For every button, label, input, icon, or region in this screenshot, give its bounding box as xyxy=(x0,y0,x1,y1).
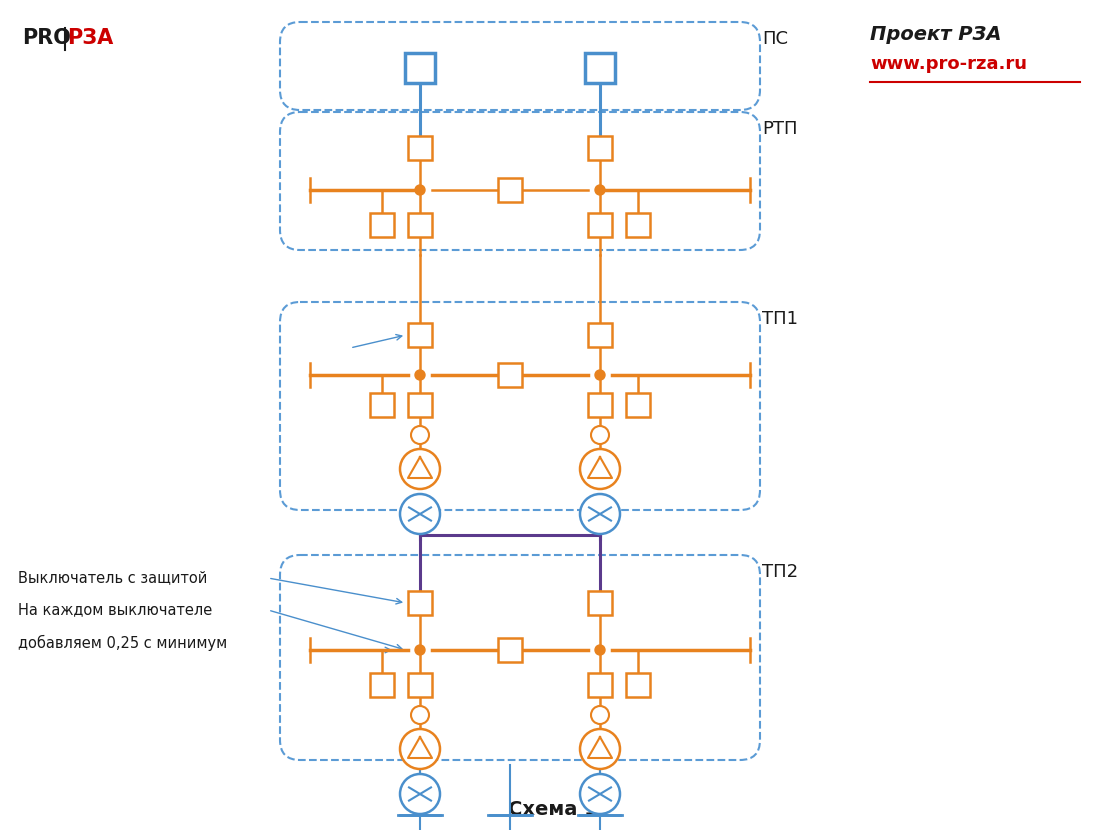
Bar xyxy=(498,363,523,387)
Circle shape xyxy=(594,370,606,380)
Circle shape xyxy=(411,706,430,724)
Bar xyxy=(405,53,435,83)
Bar xyxy=(408,213,432,237)
Bar xyxy=(408,136,432,160)
Text: добавляем 0,25 с минимум: добавляем 0,25 с минимум xyxy=(18,635,227,652)
Bar xyxy=(370,213,394,237)
Text: www.pro-rza.ru: www.pro-rza.ru xyxy=(870,55,1027,73)
Bar xyxy=(408,591,432,615)
Circle shape xyxy=(580,729,620,769)
Bar xyxy=(498,638,523,662)
Bar xyxy=(498,178,523,202)
Text: ТП2: ТП2 xyxy=(762,563,798,581)
Circle shape xyxy=(580,494,620,534)
Circle shape xyxy=(580,774,620,814)
Bar xyxy=(370,393,394,417)
Circle shape xyxy=(415,645,425,655)
Circle shape xyxy=(415,370,425,380)
Circle shape xyxy=(415,185,425,195)
Bar xyxy=(625,673,650,697)
Bar xyxy=(588,393,612,417)
Bar xyxy=(588,323,612,347)
Text: PRO: PRO xyxy=(22,28,71,48)
Text: ТП1: ТП1 xyxy=(762,310,798,328)
Bar xyxy=(625,213,650,237)
Bar xyxy=(588,213,612,237)
Circle shape xyxy=(591,426,609,444)
Bar xyxy=(588,136,612,160)
Circle shape xyxy=(400,449,439,489)
Bar xyxy=(370,673,394,697)
Text: На каждом выключателе: На каждом выключателе xyxy=(18,602,213,617)
Circle shape xyxy=(591,706,609,724)
Text: Проект РЗА: Проект РЗА xyxy=(870,25,1002,44)
Text: ПС: ПС xyxy=(762,30,788,48)
Circle shape xyxy=(594,185,606,195)
Circle shape xyxy=(411,426,430,444)
Circle shape xyxy=(400,729,439,769)
Circle shape xyxy=(580,449,620,489)
Text: Выключатель с защитой: Выключатель с защитой xyxy=(18,570,207,585)
Bar xyxy=(408,323,432,347)
Circle shape xyxy=(400,494,439,534)
Bar xyxy=(588,673,612,697)
Circle shape xyxy=(400,774,439,814)
Bar xyxy=(408,393,432,417)
Bar xyxy=(408,673,432,697)
Text: РТП: РТП xyxy=(762,120,797,138)
Bar xyxy=(584,53,615,83)
Text: РЗА: РЗА xyxy=(68,28,113,48)
Bar xyxy=(625,393,650,417)
Circle shape xyxy=(594,645,606,655)
Bar xyxy=(588,591,612,615)
Text: Схема 1: Схема 1 xyxy=(508,800,598,819)
